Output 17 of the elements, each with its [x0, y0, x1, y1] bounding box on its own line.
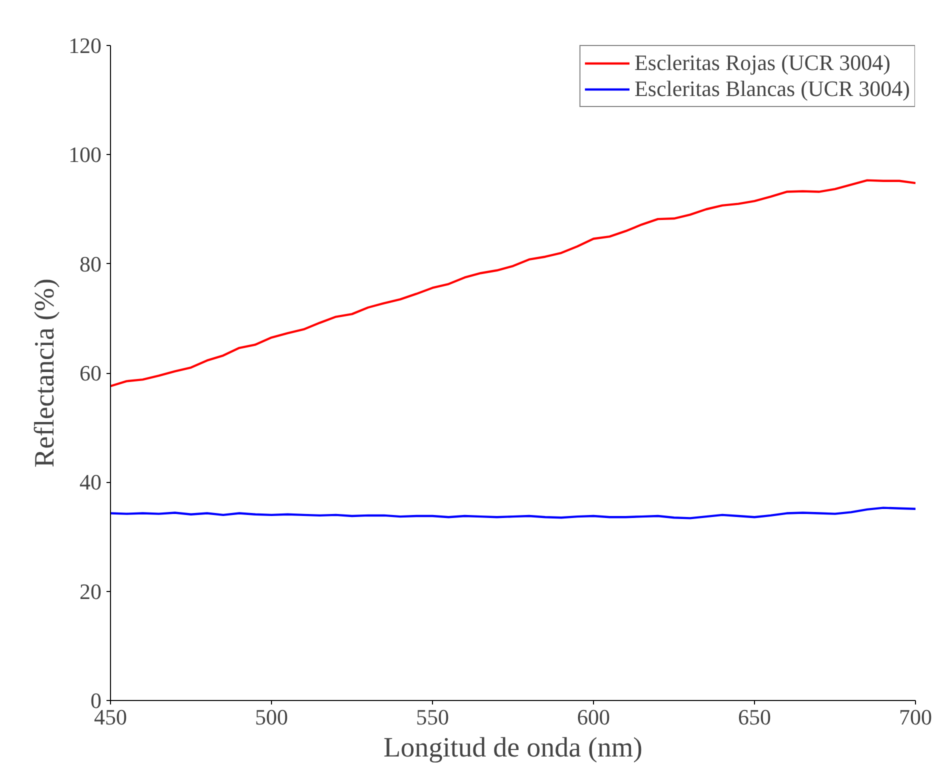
- x-tick-label: 500: [255, 704, 288, 730]
- x-tick-label: 550: [416, 704, 449, 730]
- y-tick-label: 80: [80, 251, 102, 276]
- y-tick-label: 100: [68, 142, 102, 168]
- y-axis-title: Reflectancia (%): [30, 278, 60, 468]
- legend-label: Escleritas Blancas (UCR 3004): [634, 76, 910, 102]
- y-tick-label: 120: [68, 33, 102, 58]
- legend-label: Escleritas Rojas (UCR 3004): [634, 50, 890, 76]
- x-tick-label: 700: [899, 704, 932, 730]
- y-tick-label: 60: [80, 360, 102, 386]
- x-tick-label: 600: [577, 704, 610, 730]
- line-series: [110, 506, 916, 520]
- x-tick-label: 650: [738, 704, 771, 730]
- y-tick-label: 20: [80, 578, 102, 604]
- x-axis-title: Longitud de onda (nm): [384, 732, 642, 764]
- line-series: [110, 179, 916, 388]
- y-tick-label: 40: [80, 470, 102, 495]
